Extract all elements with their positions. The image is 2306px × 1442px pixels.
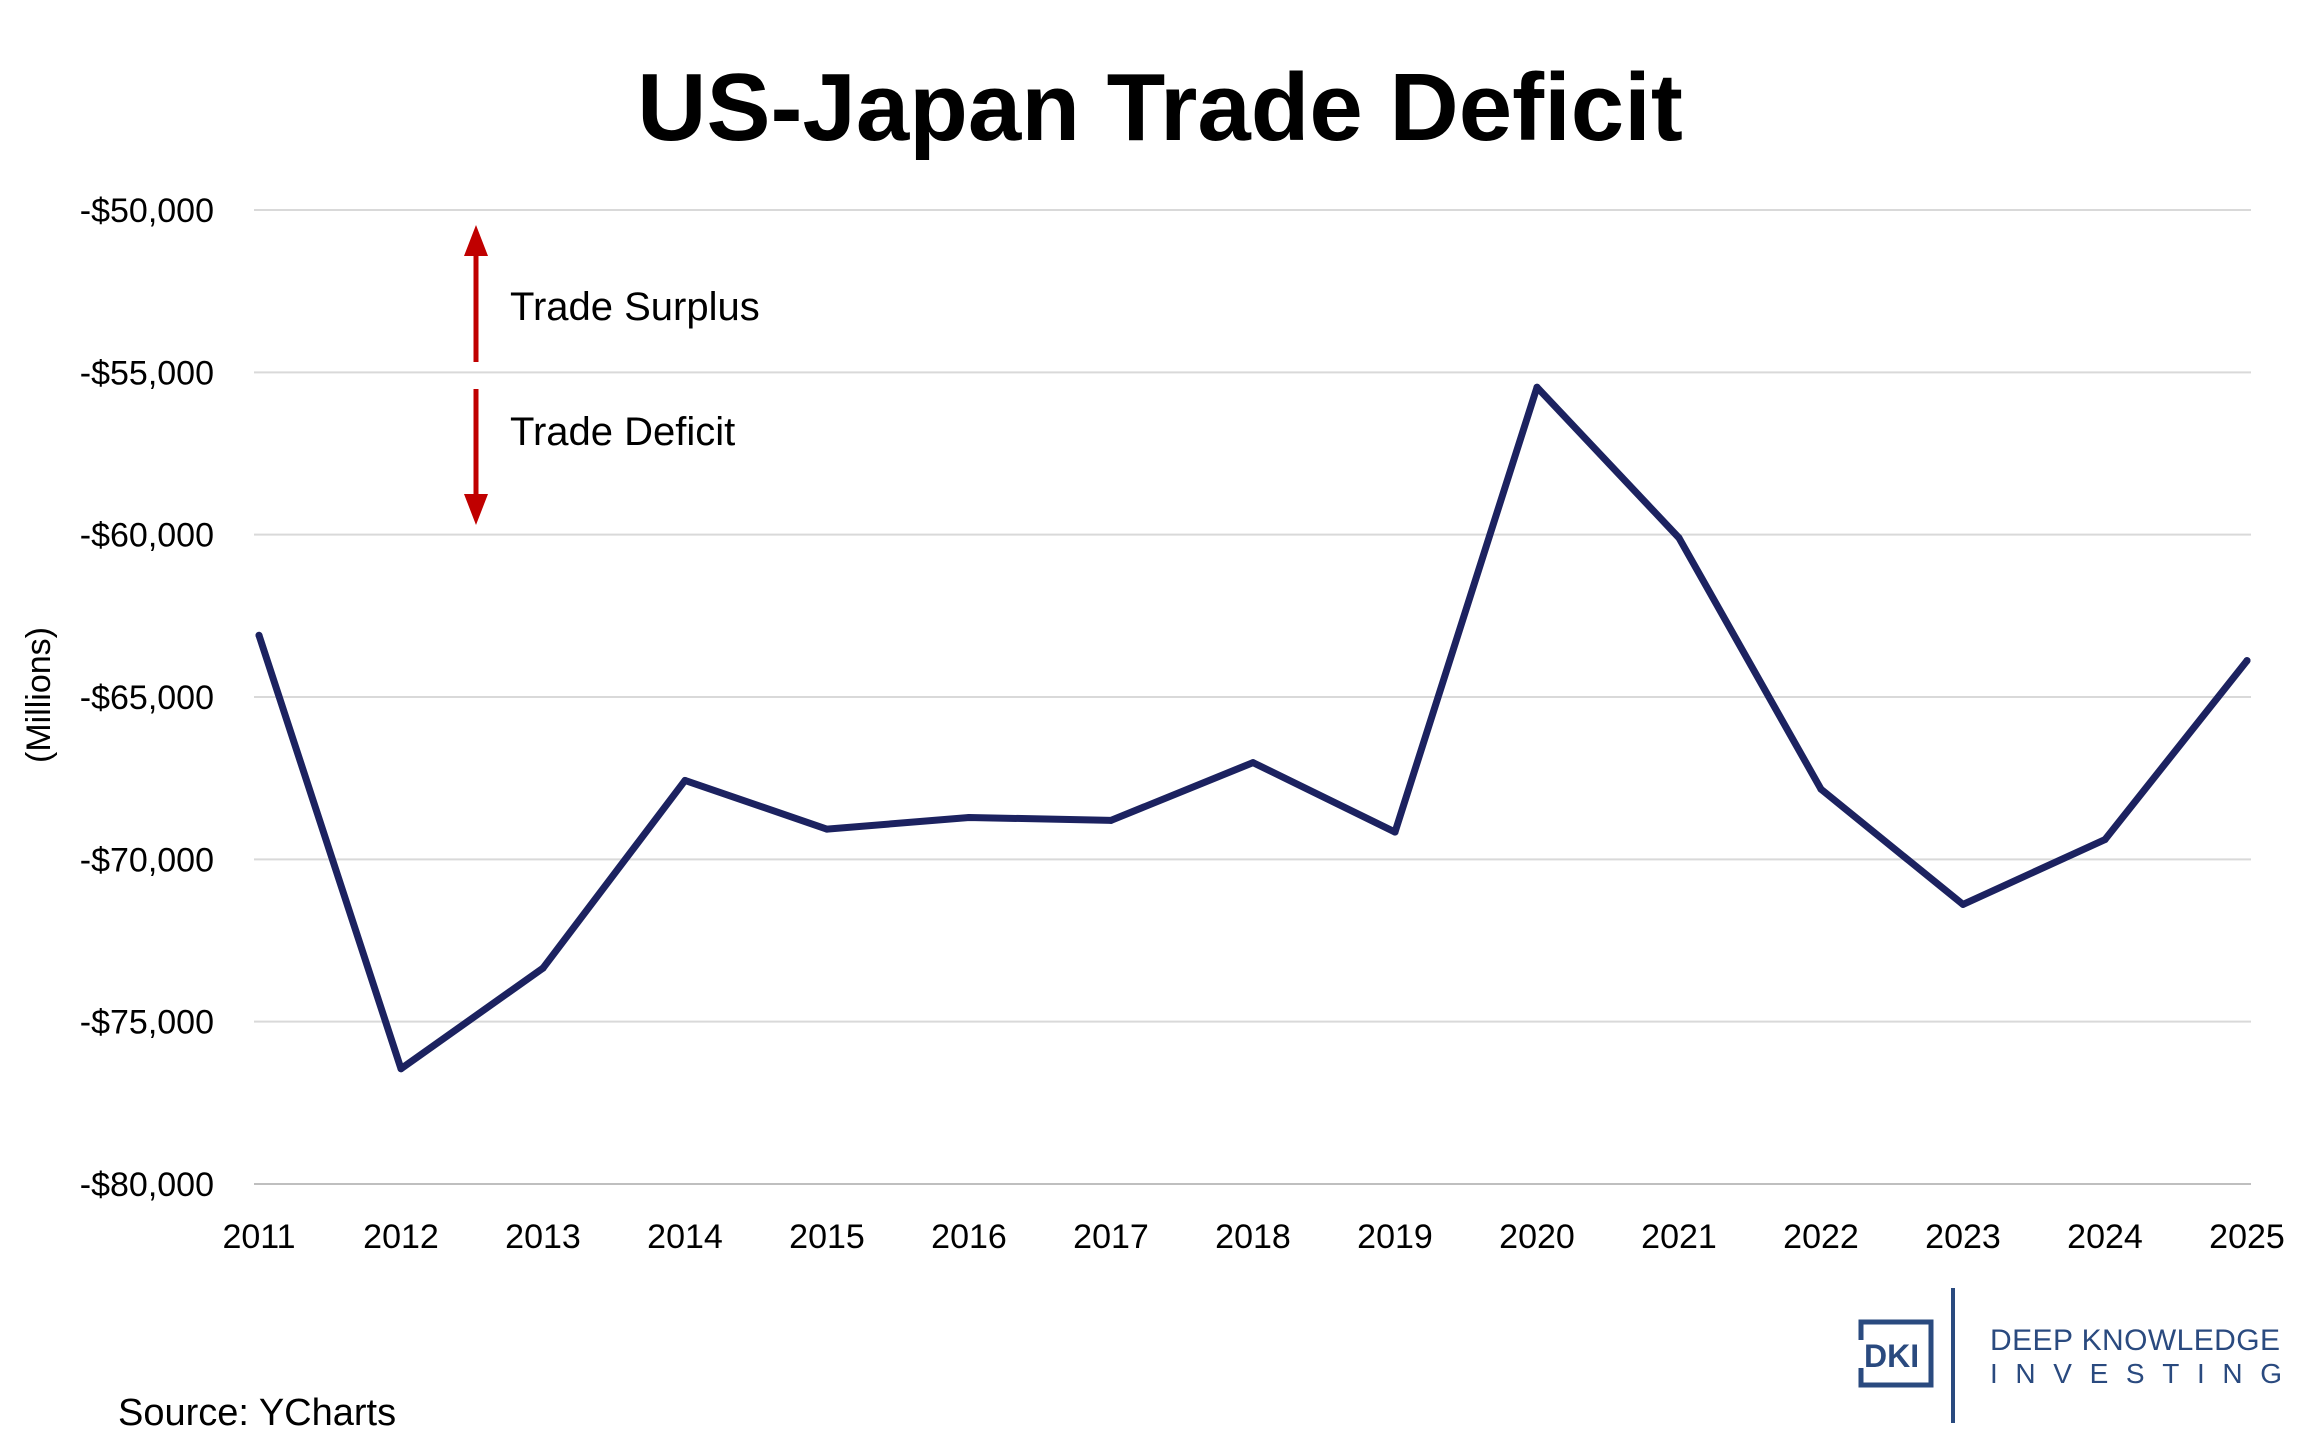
data-point: [255, 631, 263, 639]
logo: DKI DEEP KNOWLEDGE INVESTING: [1856, 1288, 2282, 1423]
logo-mark: DKI: [1864, 1338, 1919, 1374]
data-point: [1817, 785, 1825, 793]
y-tick-label: -$55,000: [80, 354, 214, 392]
annotation-deficit: Trade Deficit: [510, 410, 735, 454]
data-point: [1107, 816, 1115, 824]
data-point: [2101, 836, 2109, 844]
data-point: [2243, 657, 2251, 665]
y-tick-label: -$80,000: [80, 1166, 214, 1204]
annotation-surplus: Trade Surplus: [510, 285, 760, 329]
source-note: Source: YCharts: [118, 1392, 396, 1434]
x-tick-label: 2022: [1783, 1218, 1859, 1256]
x-tick-label: 2021: [1641, 1218, 1717, 1256]
x-tick-label: 2017: [1073, 1218, 1149, 1256]
x-tick-label: 2019: [1357, 1218, 1433, 1256]
x-tick-label: 2012: [363, 1218, 439, 1256]
y-tick-label: -$70,000: [80, 841, 214, 879]
data-point: [1675, 534, 1683, 542]
data-point: [823, 825, 831, 833]
data-point: [1959, 900, 1967, 908]
data-point: [681, 776, 689, 784]
x-tick-label: 2013: [505, 1218, 581, 1256]
arrow-up-icon: [464, 225, 488, 256]
data-point: [965, 813, 973, 821]
data-point: [1533, 383, 1541, 391]
x-tick-label: 2020: [1499, 1218, 1575, 1256]
logo-line1: DEEP KNOWLEDGE: [1990, 1324, 2280, 1357]
x-tick-label: 2016: [931, 1218, 1007, 1256]
logo-line2: INVESTING: [1990, 1358, 2282, 1389]
x-tick-label: 2015: [789, 1218, 865, 1256]
x-tick-label: 2024: [2067, 1218, 2143, 1256]
arrow-down-icon: [464, 494, 488, 525]
x-tick-label: 2025: [2209, 1218, 2285, 1256]
x-tick-label: 2011: [222, 1218, 295, 1256]
y-tick-label: -$65,000: [80, 679, 214, 717]
chart-title: US-Japan Trade Deficit: [637, 54, 1683, 161]
series-line: [255, 383, 2251, 1073]
y-tick-label: -$75,000: [80, 1004, 214, 1042]
y-tick-label: -$60,000: [80, 517, 214, 555]
data-point: [539, 964, 547, 972]
x-tick-label: 2018: [1215, 1218, 1291, 1256]
data-point: [397, 1065, 405, 1073]
y-tick-label: -$50,000: [80, 192, 214, 230]
data-point: [1391, 828, 1399, 836]
x-tick-label: 2023: [1925, 1218, 2001, 1256]
x-tick-label: 2014: [647, 1218, 723, 1256]
y-axis-label: (Millions): [20, 627, 58, 763]
data-point: [1249, 759, 1257, 767]
